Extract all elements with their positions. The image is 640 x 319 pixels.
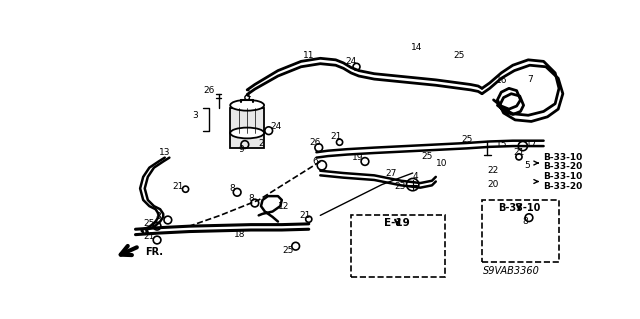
Text: 4: 4 <box>413 172 419 182</box>
Text: 6: 6 <box>312 157 318 166</box>
Text: 15: 15 <box>495 140 507 149</box>
Text: 21: 21 <box>172 182 184 191</box>
Text: 21: 21 <box>300 211 310 220</box>
Text: B-33-10: B-33-10 <box>543 153 583 162</box>
Text: 16: 16 <box>495 76 507 85</box>
Text: 11: 11 <box>303 51 314 60</box>
Text: 20: 20 <box>487 180 499 189</box>
Text: 8: 8 <box>229 184 235 193</box>
Bar <box>351 215 445 277</box>
Text: 19: 19 <box>351 153 363 162</box>
Text: 23: 23 <box>395 182 406 191</box>
Text: 24: 24 <box>346 57 356 66</box>
Text: FR.: FR. <box>145 247 163 257</box>
Text: 21: 21 <box>513 148 525 157</box>
Text: 25: 25 <box>461 136 472 145</box>
Text: S9VAB3360: S9VAB3360 <box>483 266 540 276</box>
Text: E-19: E-19 <box>385 218 410 228</box>
Text: 14: 14 <box>411 43 422 52</box>
Text: 25: 25 <box>143 219 155 227</box>
Text: B-33-10: B-33-10 <box>498 203 540 213</box>
Text: 7: 7 <box>527 75 533 84</box>
Bar <box>482 200 559 262</box>
Text: 25: 25 <box>282 246 294 255</box>
Text: 25: 25 <box>421 152 432 160</box>
Text: 3: 3 <box>193 111 198 120</box>
Text: 5: 5 <box>524 161 529 170</box>
Text: 24: 24 <box>271 122 282 131</box>
Text: 21: 21 <box>143 233 155 241</box>
Text: 12: 12 <box>278 202 289 211</box>
Text: 9: 9 <box>238 145 244 154</box>
Text: 18: 18 <box>234 230 245 239</box>
Text: 25: 25 <box>453 51 465 60</box>
Text: 8: 8 <box>522 217 528 226</box>
Text: 26: 26 <box>309 138 321 147</box>
Text: 8: 8 <box>156 212 161 221</box>
Text: 13: 13 <box>159 148 170 157</box>
Text: 2: 2 <box>258 139 264 148</box>
Text: 1: 1 <box>246 90 252 99</box>
Text: 17: 17 <box>526 140 538 149</box>
Text: 10: 10 <box>436 159 448 167</box>
Ellipse shape <box>230 128 264 138</box>
Text: B-33-20: B-33-20 <box>543 162 583 171</box>
Text: B-33-10: B-33-10 <box>543 172 583 182</box>
Text: 27: 27 <box>385 168 397 178</box>
Text: 8: 8 <box>248 194 254 203</box>
Bar <box>230 108 264 148</box>
Text: 21: 21 <box>330 132 341 141</box>
Text: 22: 22 <box>487 166 499 175</box>
Text: 26: 26 <box>203 86 214 95</box>
Ellipse shape <box>230 100 264 111</box>
Text: B-33-20: B-33-20 <box>543 182 583 191</box>
